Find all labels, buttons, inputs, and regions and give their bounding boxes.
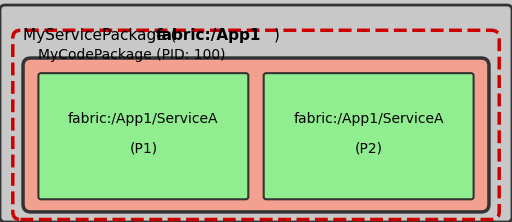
Text: fabric:/App1/ServiceA: fabric:/App1/ServiceA bbox=[68, 112, 219, 126]
Text: MyServicePackage (: MyServicePackage ( bbox=[23, 28, 177, 43]
Text: fabric:/App1: fabric:/App1 bbox=[156, 28, 262, 43]
FancyBboxPatch shape bbox=[38, 73, 248, 199]
FancyBboxPatch shape bbox=[0, 5, 512, 222]
Text: MyCodePackage (PID: 100): MyCodePackage (PID: 100) bbox=[38, 48, 226, 62]
FancyBboxPatch shape bbox=[264, 73, 474, 199]
Text: fabric:/App1/ServiceA: fabric:/App1/ServiceA bbox=[293, 112, 444, 126]
Text: (P2): (P2) bbox=[355, 142, 382, 156]
FancyBboxPatch shape bbox=[13, 30, 499, 220]
FancyBboxPatch shape bbox=[23, 58, 489, 212]
Text: ): ) bbox=[274, 28, 280, 43]
Text: (P1): (P1) bbox=[130, 142, 157, 156]
